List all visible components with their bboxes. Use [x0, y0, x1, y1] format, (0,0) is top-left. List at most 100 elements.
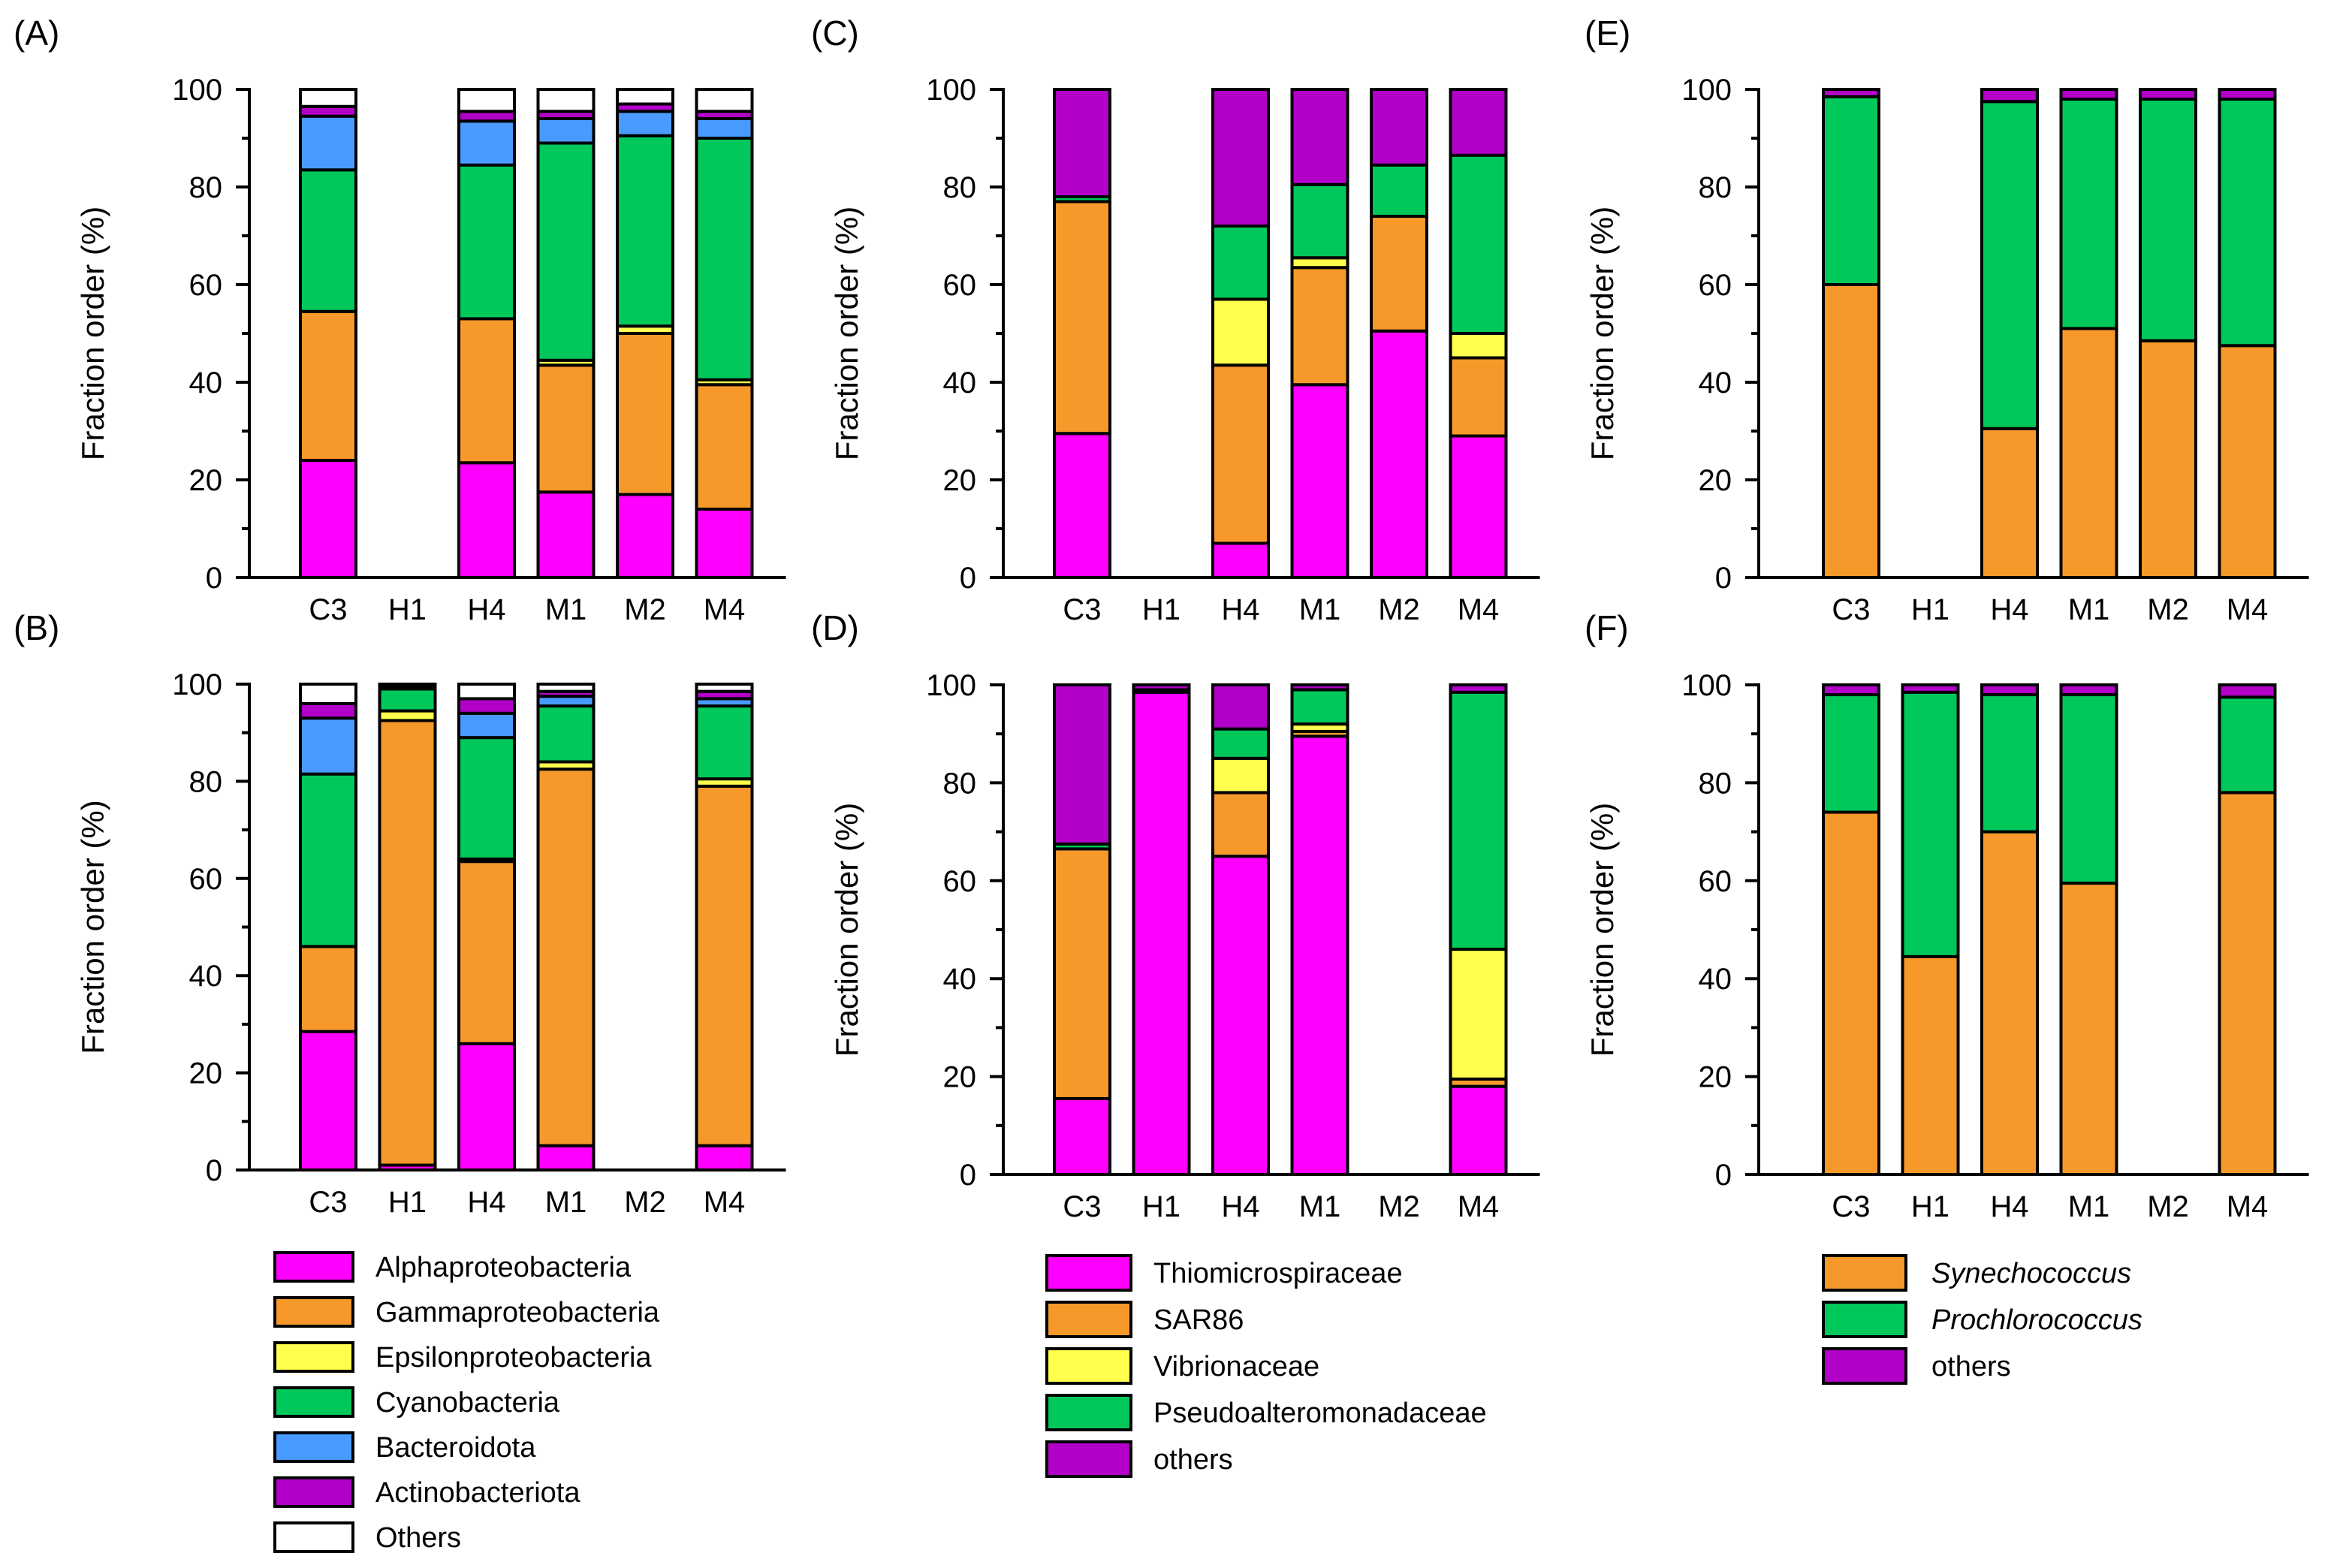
bar-segment-h4-others [457, 88, 516, 113]
y-tick-label: 80 [189, 765, 223, 798]
bar-segment-c3-others [1822, 683, 1880, 697]
bar-segment-h1-others [1132, 683, 1191, 692]
bar-segment-m4-others [2218, 683, 2277, 699]
bar-segment-h4-pseudoalteromonadaceae [1211, 225, 1270, 301]
y-axis-title: Fraction order (%) [829, 207, 864, 460]
legend-swatch-gammaproteobacteria [273, 1296, 354, 1328]
bar-segment-m2-sar86 [1370, 215, 1428, 333]
bar-segment-m1-alphaproteobacteria [536, 490, 596, 579]
bar-segment-m4-sar86 [1449, 356, 1508, 438]
bar-segment-m4-others [1449, 683, 1508, 694]
bar-segment-c3-bacteroidota [299, 716, 357, 776]
x-tick-label: H1 [1911, 593, 1949, 626]
y-tick-label: 40 [943, 366, 977, 400]
bar-segment-m4-others [695, 88, 754, 113]
y-tick-label: 40 [189, 960, 223, 993]
x-tick-label: M1 [2068, 1190, 2110, 1223]
x-tick-label: C3 [1832, 1190, 1870, 1223]
bar-segment-m4-others [695, 683, 754, 693]
y-tick-label: 20 [1699, 464, 1732, 497]
bar-segment-m2-bacteroidota [616, 110, 674, 137]
legend-swatch-others [1045, 1440, 1132, 1478]
y-tick-label: 80 [943, 171, 977, 204]
chart-panel-b: (B) 0 20 40 60 80 100 Fraction order (%) C3 H1 H4 M… [14, 608, 786, 1219]
bar-segment-h4-synechococcus [1980, 830, 2039, 1176]
x-tick-label: C3 [1063, 1190, 1101, 1223]
x-tick-label: M2 [624, 1186, 666, 1219]
bar-segment-h1-thiomicrospiraceae [1132, 690, 1191, 1176]
y-tick-label: 20 [943, 1061, 977, 1094]
bar-segment-h1-prochlorococcus [1901, 690, 1960, 958]
chart-panel-c: (C) 0 20 40 60 80 100 Fraction order (%) C3 H1 H4 M… [811, 14, 1540, 626]
bar-segment-h4-thiomicrospiraceae [1211, 541, 1270, 579]
bar-segment-m4-gammaproteobacteria [695, 784, 754, 1147]
bar-segment-c3-actinobacteriota [299, 701, 357, 720]
legend-label-actinobacteriota: Actinobacteriota [375, 1477, 580, 1509]
bar-segment-m4-synechococcus [2218, 791, 2277, 1176]
bar-segment-h1-synechococcus [1901, 954, 1960, 1176]
bar-segment-h4-others [1980, 683, 2039, 697]
bar-segment-c3-others [299, 683, 357, 705]
bar-segment-h1-cyanobacteria [378, 687, 437, 713]
legend-class: Alphaproteobacteria Gammaproteobacteria Ep… [273, 1251, 660, 1554]
chart-panel-a: (A) 0 20 40 60 80 100 Fraction order (%) C3 H1 H4 M… [14, 14, 786, 626]
panel-label: (C) [811, 14, 859, 53]
x-tick-label: M4 [704, 593, 746, 626]
bar-segment-h4-gammaproteobacteria [457, 317, 516, 465]
bar-segment-m4-thiomicrospiraceae [1449, 434, 1508, 579]
bar-segment-h4-others [1211, 683, 1270, 731]
legend-swatch-bacteroidota [273, 1431, 354, 1463]
y-tick-label: 0 [206, 562, 222, 595]
x-tick-label: C3 [1832, 593, 1870, 626]
legend-swatch-sar86 [1045, 1301, 1132, 1338]
bar-segment-h4-sar86 [1211, 791, 1270, 858]
x-tick-label: H1 [1142, 593, 1181, 626]
y-tick-label: 80 [1699, 171, 1732, 204]
bar-segment-m4-cyanobacteria [695, 704, 754, 781]
x-tick-label: M1 [545, 1186, 587, 1219]
chart-panel-f: (F) 0 20 40 60 80 100 Fraction order (%) C3 H1 H4 M… [1585, 608, 2309, 1223]
bar-segment-m1-pseudoalteromonadaceae [1290, 688, 1349, 726]
panel-label: (D) [811, 608, 859, 647]
bar-segment-c3-gammaproteobacteria [299, 309, 357, 462]
bar-segment-m1-others [1290, 683, 1349, 692]
bar-segment-m4-others [2218, 88, 2277, 101]
y-tick-label: 100 [1681, 669, 1732, 702]
bar-segment-c3-cyanobacteria [299, 772, 357, 948]
y-tick-label: 100 [926, 74, 976, 107]
legend-swatch-actinobacteriota [273, 1476, 354, 1508]
bar-segment-h4-sar86 [1211, 363, 1270, 545]
bar-segment-c3-synechococcus [1822, 810, 1880, 1177]
bar-segment-c3-gammaproteobacteria [299, 945, 357, 1033]
bar-segment-c3-others [299, 88, 357, 108]
y-tick-label: 60 [1699, 865, 1732, 898]
y-tick-label: 100 [172, 74, 222, 107]
y-tick-label: 100 [1681, 74, 1732, 107]
x-tick-label: M1 [2068, 593, 2110, 626]
y-tick-label: 60 [1699, 269, 1732, 302]
bar-segment-m4-prochlorococcus [2218, 695, 2277, 795]
chart-panel-e: (E) 0 20 40 60 80 100 Fraction order (%) C3 H1 H4 M… [1585, 14, 2309, 626]
bar-segment-m4-synechococcus [2218, 344, 2277, 579]
legend-label-sar86: SAR86 [1153, 1304, 1244, 1336]
legend-swatch-thiomicrospiraceae [1045, 1254, 1132, 1292]
bar-segment-m1-cyanobacteria [536, 141, 596, 362]
legend-swatch-others [1822, 1347, 1907, 1385]
x-tick-label: M4 [2227, 593, 2269, 626]
bar-segment-m4-others [1449, 88, 1508, 157]
x-tick-label: M1 [545, 593, 587, 626]
y-tick-label: 40 [1699, 366, 1732, 400]
bar-segment-h4-bacteroidota [457, 119, 516, 167]
bar-segment-m1-prochlorococcus [2059, 98, 2118, 330]
y-tick-label: 100 [926, 669, 976, 702]
bar-segment-m1-thiomicrospiraceae [1290, 734, 1349, 1176]
bar-segment-h4-synechococcus [1980, 427, 2039, 579]
bar-segment-c3-prochlorococcus [1822, 693, 1880, 814]
bar-segment-h4-others [457, 683, 516, 701]
bar-segment-c3-others [1822, 88, 1880, 98]
legend-label-gammaproteobacteria: Gammaproteobacteria [375, 1297, 660, 1328]
x-tick-label: H1 [1911, 1190, 1949, 1223]
x-tick-label: H1 [388, 1186, 427, 1219]
bar-segment-m2-others [2139, 88, 2197, 101]
